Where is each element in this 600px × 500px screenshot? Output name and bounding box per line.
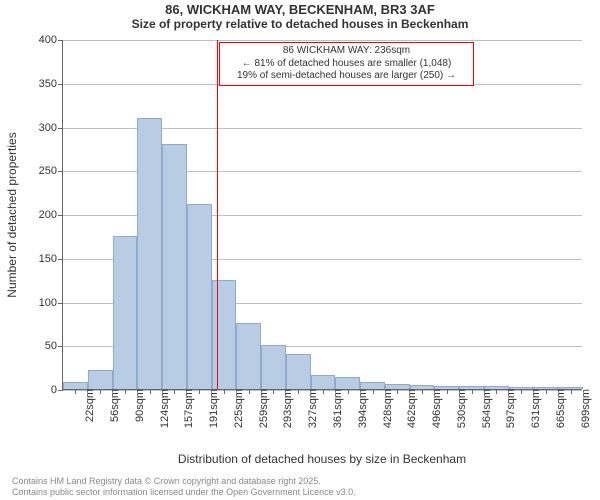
x-tick-label: 564sqm [475,389,493,449]
x-tick-label: 225sqm [227,389,245,449]
x-tick-mark [273,389,274,394]
histogram-bar [113,236,138,389]
histogram-bar [162,144,187,389]
histogram-bar [212,280,237,389]
x-tick-mark [224,389,225,394]
x-tick-mark [323,389,324,394]
x-tick-mark [174,389,175,394]
footer-line: Contains public sector information licen… [12,487,600,498]
y-tick-label: 250 [39,165,63,177]
histogram-bar [261,345,286,389]
y-tick-label: 0 [51,384,63,396]
histogram-bar [187,204,212,390]
histogram-bar [360,382,385,389]
x-tick-mark [546,389,547,394]
histogram-bar [236,323,261,389]
x-tick-mark [150,389,151,394]
y-tick-label: 400 [39,34,63,46]
x-tick-label: 327sqm [301,389,319,449]
x-tick-label: 22sqm [78,389,96,449]
x-tick-label: 361sqm [326,389,344,449]
x-tick-label: 530sqm [450,389,468,449]
x-tick-mark [422,389,423,394]
histogram-bar [311,375,336,389]
chart-title: 86, WICKHAM WAY, BECKENHAM, BR3 3AF [0,2,600,17]
x-tick-mark [298,389,299,394]
histogram-bar [137,118,162,389]
x-tick-label: 699sqm [574,389,592,449]
x-tick-label: 394sqm [351,389,369,449]
histogram-bar [286,354,311,389]
x-tick-mark [348,389,349,394]
x-tick-label: 90sqm [128,389,146,449]
x-tick-label: 597sqm [499,389,517,449]
property-size-chart: 86, WICKHAM WAY, BECKENHAM, BR3 3AF Size… [0,0,600,500]
x-tick-label: 631sqm [524,389,542,449]
x-tick-label: 665sqm [549,389,567,449]
x-tick-mark [125,389,126,394]
x-tick-mark [75,389,76,394]
y-tick-label: 50 [45,340,63,352]
x-tick-label: 462sqm [400,389,418,449]
x-tick-label: 56sqm [103,389,121,449]
footer-line: Contains HM Land Registry data © Crown c… [12,476,600,487]
x-tick-mark [496,389,497,394]
x-tick-mark [249,389,250,394]
x-tick-label: 157sqm [177,389,195,449]
x-tick-mark [397,389,398,394]
x-tick-mark [447,389,448,394]
y-tick-label: 100 [39,297,63,309]
annotation-line: 86 WICKHAM WAY: 236sqm [224,45,469,58]
chart-footer: Contains HM Land Registry data © Crown c… [0,476,600,498]
histogram-bar [63,382,88,389]
histogram-bar [335,377,360,389]
y-axis-label: Number of detached properties [5,132,19,297]
x-tick-label: 191sqm [202,389,220,449]
x-tick-label: 496sqm [425,389,443,449]
y-tick-label: 350 [39,78,63,90]
annotation-line: 19% of semi-detached houses are larger (… [224,70,469,83]
x-tick-label: 124sqm [153,389,171,449]
gridline [63,40,582,41]
x-tick-mark [199,389,200,394]
x-tick-mark [521,389,522,394]
x-tick-label: 293sqm [276,389,294,449]
property-marker-line [217,40,218,389]
histogram-bar [88,370,113,389]
x-tick-mark [373,389,374,394]
chart-subtitle: Size of property relative to detached ho… [0,17,600,31]
plot-area: 05010015020025030035040022sqm56sqm90sqm1… [62,40,582,390]
y-tick-label: 150 [39,253,63,265]
y-tick-label: 300 [39,122,63,134]
x-tick-mark [100,389,101,394]
y-tick-label: 200 [39,209,63,221]
x-tick-mark [571,389,572,394]
x-tick-label: 428sqm [376,389,394,449]
annotation-line: ← 81% of detached houses are smaller (1,… [224,58,469,71]
x-axis-label: Distribution of detached houses by size … [178,452,466,466]
x-tick-mark [472,389,473,394]
annotation-box: 86 WICKHAM WAY: 236sqm← 81% of detached … [219,42,474,86]
x-tick-label: 259sqm [252,389,270,449]
